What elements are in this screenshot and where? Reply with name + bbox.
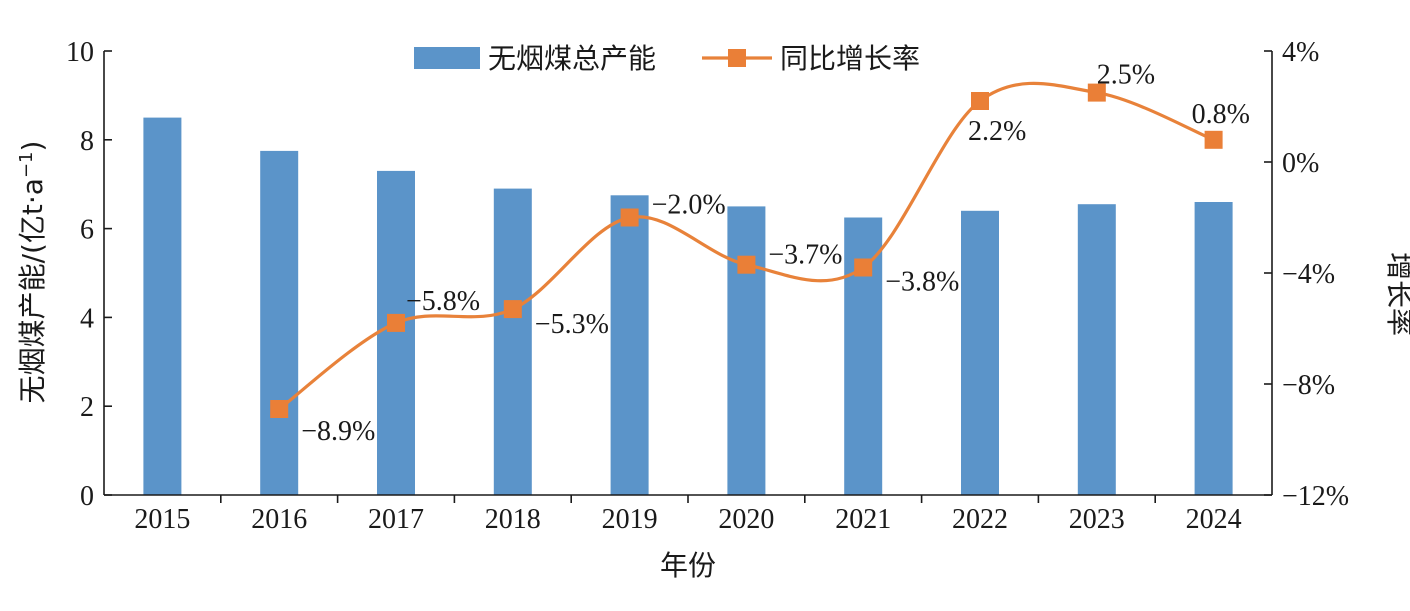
growth-label-2016: −8.9% xyxy=(301,416,375,447)
y-axis-label-main: 无烟煤产能/(亿t·a xyxy=(16,178,49,403)
growth-marker-2019 xyxy=(620,208,639,227)
legend-bar-label: 无烟煤总产能 xyxy=(488,42,656,75)
y2-tick-label: −8% xyxy=(1282,370,1335,401)
growth-marker-2023 xyxy=(1087,83,1106,102)
legend-marker-swatch xyxy=(728,49,746,67)
y2-tick-label: 4% xyxy=(1282,37,1319,68)
x-tick-label: 2019 xyxy=(602,504,658,535)
bar-2017 xyxy=(377,170,415,495)
growth-label-2017: −5.8% xyxy=(406,286,480,317)
y-tick-label: 0 xyxy=(80,481,94,512)
y-axis-label-sup: −1 xyxy=(16,151,37,178)
bar-2016 xyxy=(260,150,299,495)
x-tick-label: 2022 xyxy=(952,504,1008,535)
bar-2015 xyxy=(143,117,182,495)
legend-bar-swatch xyxy=(414,47,480,69)
legend: 无烟煤总产能 同比增长率 xyxy=(414,42,920,75)
y-axis-label: 无烟煤产能/(亿t·a−1) xyxy=(16,141,49,404)
x-tick-label: 2023 xyxy=(1069,504,1125,535)
legend-line-label: 同比增长率 xyxy=(780,42,920,75)
growth-marker-2017 xyxy=(387,313,405,332)
bar-2024 xyxy=(1194,202,1233,495)
growth-label-2021: −3.8% xyxy=(885,267,959,298)
x-tick-label: 2017 xyxy=(368,504,424,535)
growth-label-2019: −2.0% xyxy=(652,190,726,221)
bar-2020 xyxy=(727,206,766,495)
bar-2018 xyxy=(493,188,532,495)
growth-label-2024: 0.8% xyxy=(1192,99,1250,130)
y-tick-label: 10 xyxy=(66,37,94,68)
x-tick-label: 2021 xyxy=(835,504,891,535)
x-tick-label: 2020 xyxy=(718,504,774,535)
bar-2019 xyxy=(610,195,649,496)
x-axis-label: 年份 xyxy=(660,549,716,582)
y2-tick-label: −12% xyxy=(1282,481,1349,512)
growth-marker-2022 xyxy=(971,92,989,110)
growth-marker-2018 xyxy=(503,300,522,319)
x-tick-label: 2024 xyxy=(1186,504,1242,535)
x-tick-label: 2016 xyxy=(251,504,307,535)
bar-2023 xyxy=(1077,204,1116,495)
growth-label-2022: 2.2% xyxy=(968,116,1026,147)
growth-marker-2024 xyxy=(1204,130,1223,149)
y2-axis-label: 增长率 xyxy=(1383,252,1410,336)
axes: 0 2 4 6 8 10 −12% −8% −4% 0% 4% 2015 2016 2017 2018 201… xyxy=(66,37,1349,535)
y-tick-label: 4 xyxy=(80,303,94,334)
bar-series xyxy=(143,117,1233,496)
growth-label-2020: −3.7% xyxy=(768,240,842,271)
bar-2022 xyxy=(961,210,999,496)
x-tick-label: 2015 xyxy=(134,504,190,535)
y2-tick-label: −4% xyxy=(1282,259,1335,290)
growth-label-2023: 2.5% xyxy=(1097,60,1155,91)
y-axis-label-close: ) xyxy=(16,141,49,152)
y2-tick-label: 0% xyxy=(1282,148,1319,179)
growth-marker-2020 xyxy=(737,255,756,274)
y-tick-label: 2 xyxy=(80,392,94,423)
y-tick-label: 8 xyxy=(80,126,94,157)
x-tick-label: 2018 xyxy=(485,504,541,535)
growth-marker-2021 xyxy=(854,258,873,277)
growth-label-2018: −5.3% xyxy=(535,309,609,340)
line-series: −8.9% −5.8% −5.3% −2.0% −3.7% −3.8% 2.2% 2.5% 0.… xyxy=(270,60,1250,447)
growth-marker-2016 xyxy=(270,400,289,418)
y-tick-label: 6 xyxy=(80,215,94,246)
